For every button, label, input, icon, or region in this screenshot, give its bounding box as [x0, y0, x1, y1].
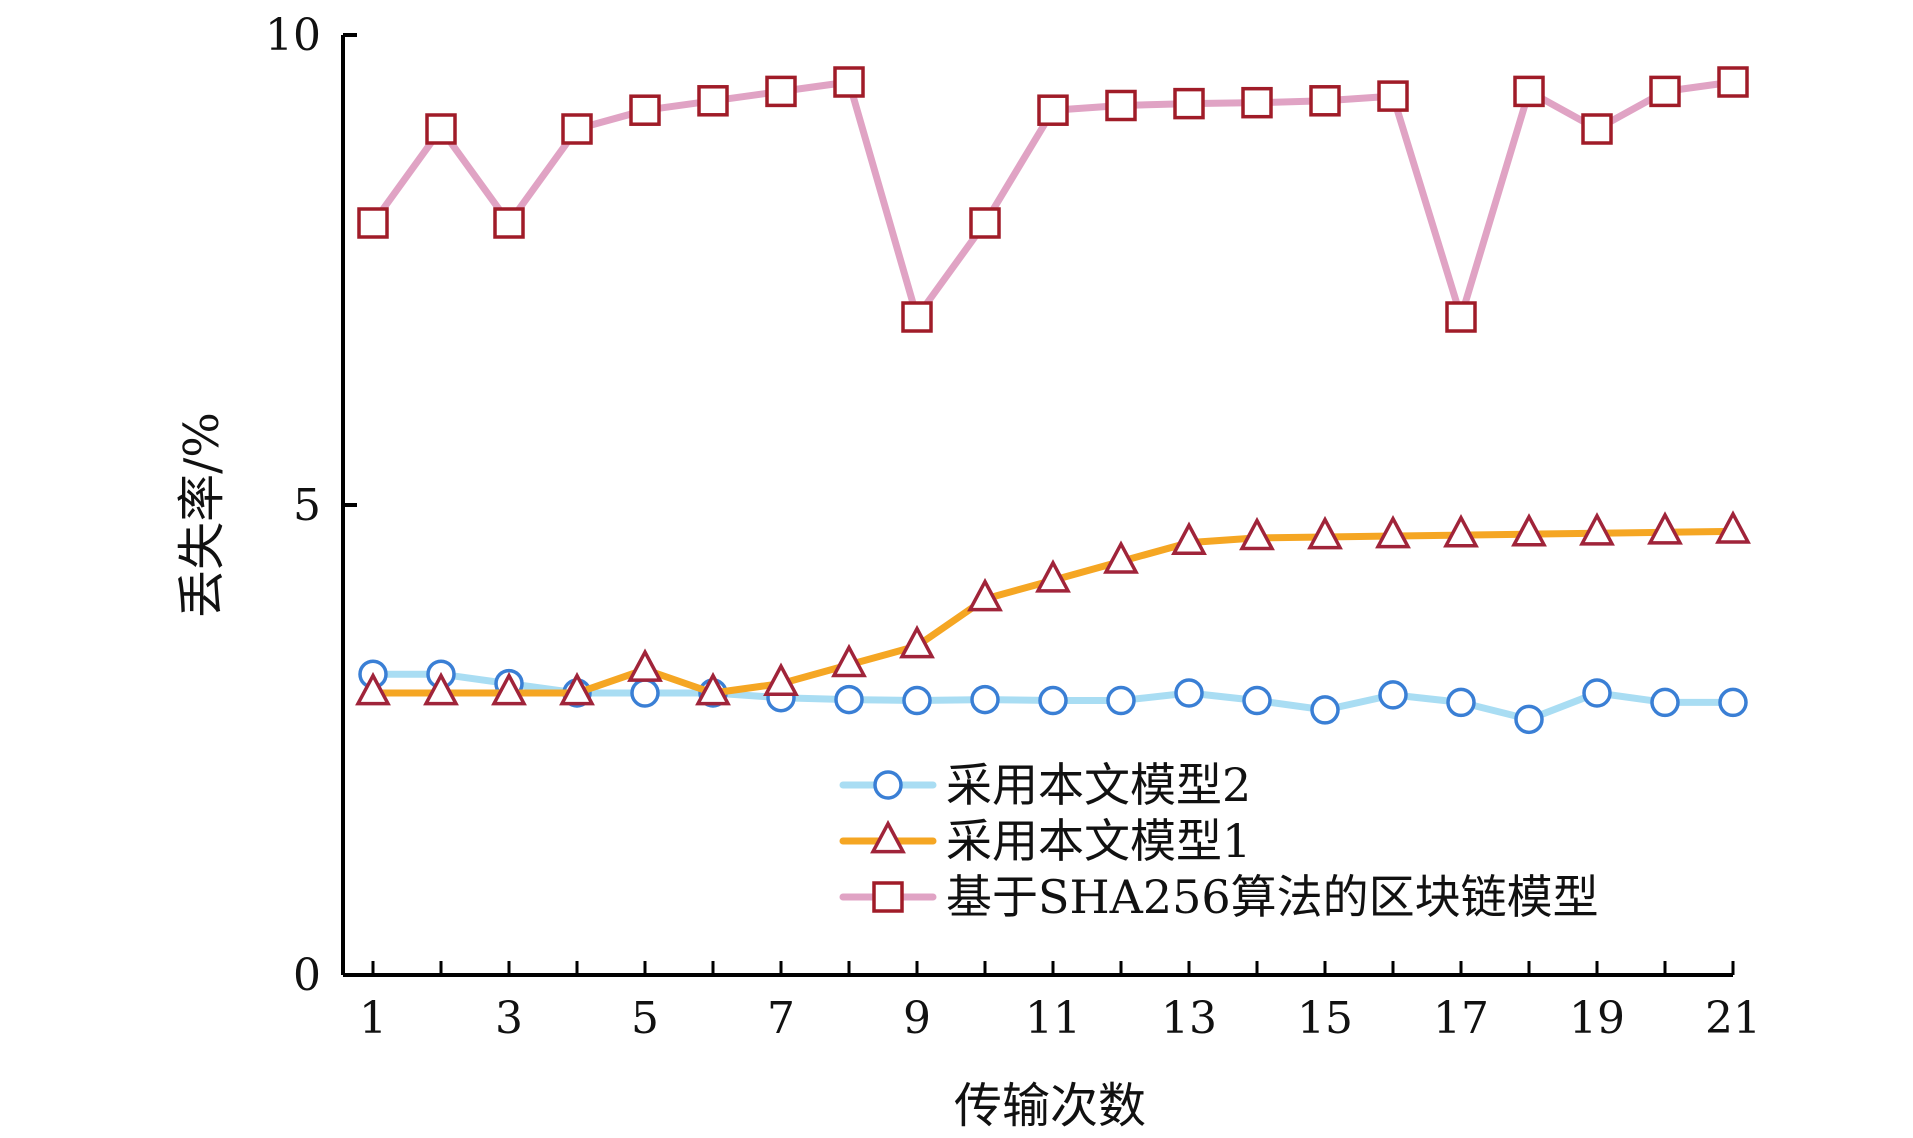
x-tick-label: 3 [495, 993, 523, 1044]
data-point-square [901, 301, 933, 333]
data-point-square [425, 113, 457, 145]
data-point-circle [1310, 695, 1340, 725]
x-tick-label: 17 [1433, 993, 1489, 1044]
data-point-triangle [491, 671, 527, 706]
data-point-circle [1106, 685, 1136, 716]
legend-marker-triangle [870, 819, 906, 854]
data-point-triangle [1511, 513, 1547, 547]
data-point-triangle [627, 648, 663, 682]
data-point-square [561, 113, 593, 145]
legend-item: 采用本文模型1 [839, 814, 1251, 868]
data-point-square [1581, 113, 1613, 145]
x-tick-label: 7 [767, 993, 795, 1044]
data-point-triangle [1307, 515, 1343, 550]
data-point-square [1445, 301, 1477, 333]
series-3 [357, 66, 1749, 333]
data-point-circle [902, 685, 932, 716]
data-point-circle [1514, 704, 1544, 735]
series-line [369, 527, 1737, 697]
data-point-circle [1718, 687, 1748, 718]
data-point-triangle [831, 643, 867, 678]
x-tick-label: 21 [1705, 993, 1761, 1044]
data-point-triangle [355, 671, 391, 706]
data-point-circle [1378, 680, 1408, 710]
x-tick-label: 5 [631, 993, 659, 1044]
legend-marker-circle [873, 770, 903, 800]
data-point-circle [1242, 685, 1272, 716]
x-tick-label: 15 [1297, 993, 1353, 1044]
data-point-square [697, 85, 729, 117]
series-group [355, 66, 1751, 735]
legend-label: 基于SHA256算法的区块链模型 [946, 870, 1599, 924]
legend-marker-square [872, 881, 904, 913]
x-tick-label: 11 [1025, 993, 1081, 1044]
legend-item: 基于SHA256算法的区块链模型 [839, 870, 1599, 924]
data-point-square [1513, 75, 1545, 108]
data-point-triangle [1579, 512, 1615, 546]
y-tick-label: 10 [265, 10, 321, 61]
data-point-square [1241, 86, 1273, 119]
data-point-triangle [695, 671, 731, 706]
data-point-square [1173, 87, 1205, 120]
x-tick-label: 13 [1161, 993, 1217, 1044]
data-point-circle [1446, 687, 1476, 718]
x-tick-label: 9 [903, 993, 931, 1044]
y-tick-label: 5 [293, 480, 321, 531]
data-point-square [1037, 94, 1069, 126]
data-point-triangle [763, 662, 799, 696]
data-point-triangle [1239, 516, 1275, 551]
data-point-circle [1650, 687, 1680, 718]
data-point-triangle [559, 671, 595, 706]
data-point-square [357, 207, 389, 239]
y-axis-title: 丢失率/% [174, 412, 230, 618]
data-point-circle [970, 684, 1000, 715]
data-point-circle [1582, 678, 1612, 708]
legend-item: 采用本文模型2 [839, 758, 1251, 812]
data-point-triangle [1647, 511, 1683, 545]
data-point-triangle [1375, 514, 1411, 549]
y-tick-label: 0 [293, 950, 321, 1001]
data-point-square [969, 207, 1001, 239]
data-point-circle [1038, 685, 1068, 716]
data-point-circle [834, 684, 864, 715]
data-point-triangle [1103, 540, 1139, 574]
x-tick-label: 19 [1569, 993, 1625, 1044]
data-point-triangle [1171, 521, 1207, 555]
data-point-triangle [967, 577, 1003, 612]
data-point-triangle [423, 671, 459, 706]
data-point-square [1377, 80, 1409, 112]
x-axis-title: 传输次数 [954, 1078, 1146, 1134]
data-point-square [493, 207, 525, 239]
data-point-square [1717, 66, 1749, 98]
data-point-triangle [1715, 510, 1751, 544]
data-point-square [629, 94, 661, 126]
data-point-square [1105, 89, 1137, 122]
data-point-square [833, 66, 865, 98]
legend-label: 采用本文模型2 [946, 758, 1251, 812]
data-point-circle [1174, 678, 1204, 708]
data-point-triangle [899, 624, 935, 659]
legend-label: 采用本文模型1 [946, 814, 1251, 868]
x-tick-label: 1 [359, 993, 387, 1044]
data-point-square [1309, 85, 1341, 117]
data-point-triangle [1443, 514, 1479, 548]
series-2 [355, 510, 1751, 706]
data-point-square [1649, 75, 1681, 108]
data-point-triangle [1035, 559, 1071, 593]
data-point-circle [630, 678, 660, 708]
data-point-square [765, 75, 797, 108]
